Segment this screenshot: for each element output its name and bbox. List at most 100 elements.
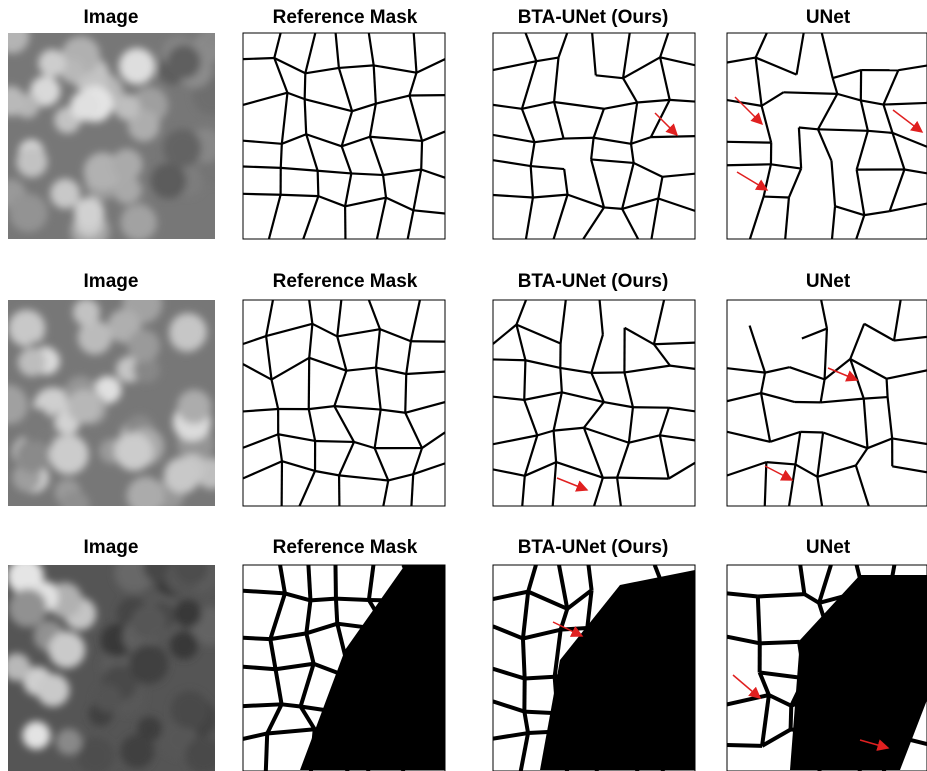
- cell: [120, 204, 157, 241]
- cell: [9, 194, 48, 233]
- cell-border: [651, 136, 695, 137]
- cell: [3, 653, 31, 681]
- panel-content: [243, 33, 445, 239]
- cell: [22, 721, 50, 749]
- panel-image: [727, 565, 927, 771]
- panel-image: [243, 33, 445, 239]
- cell-border: [764, 197, 789, 198]
- panel-content: [493, 565, 695, 771]
- cell: [120, 734, 154, 768]
- cell: [163, 129, 201, 167]
- cell-border: [421, 141, 422, 170]
- cell: [60, 491, 90, 521]
- cell: [119, 48, 155, 84]
- panel-title: Image: [84, 271, 139, 292]
- cell: [169, 313, 207, 351]
- cell: [115, 433, 153, 471]
- panel-image: [0, 19, 232, 250]
- panel-content: [727, 565, 927, 771]
- cell-border: [493, 359, 525, 360]
- panel-content: [493, 300, 695, 506]
- cell: [16, 439, 50, 473]
- cell: [94, 684, 122, 712]
- cell-border: [243, 194, 281, 195]
- cell: [171, 691, 209, 729]
- cell-border: [800, 432, 823, 433]
- cell-border: [727, 745, 762, 746]
- cell-border: [310, 599, 335, 601]
- cell: [111, 149, 142, 180]
- panel-content: [243, 300, 445, 506]
- panel-title: BTA-UNet (Ours): [518, 7, 669, 28]
- cell-border: [318, 171, 319, 196]
- cell: [164, 457, 200, 493]
- panel-content: [243, 565, 445, 771]
- cell-border: [351, 173, 383, 175]
- cell-border: [405, 374, 406, 413]
- cell: [129, 644, 169, 684]
- cell: [49, 631, 86, 668]
- cell-border: [818, 129, 868, 130]
- cell-border: [266, 733, 267, 771]
- panel-title: Reference Mask: [273, 537, 418, 558]
- cell: [9, 589, 47, 627]
- cell-border: [308, 565, 310, 600]
- cell: [73, 299, 100, 326]
- cell: [78, 320, 112, 354]
- panel-title: Image: [84, 7, 139, 28]
- cell: [16, 146, 47, 177]
- cell-border: [282, 704, 301, 706]
- cell: [203, 22, 227, 46]
- cell: [128, 330, 160, 362]
- cell-border: [305, 73, 306, 99]
- panel-image: [0, 284, 227, 521]
- panel-title: BTA-UNet (Ours): [518, 537, 669, 558]
- panel-image: [243, 300, 445, 506]
- panel-title: Reference Mask: [273, 271, 418, 292]
- cell-border: [727, 142, 771, 143]
- panel-image: [727, 300, 927, 506]
- cell-border: [281, 195, 319, 196]
- cell-border: [604, 207, 622, 208]
- panel-image: [493, 33, 695, 239]
- cell-border: [243, 58, 274, 59]
- cell: [114, 94, 140, 120]
- cell-border: [243, 638, 270, 639]
- cell: [18, 348, 46, 376]
- cell: [177, 390, 211, 424]
- cell-border: [315, 441, 354, 442]
- cell-border: [560, 368, 562, 392]
- cell: [38, 49, 66, 77]
- panel-title: UNet: [806, 7, 851, 28]
- cell-border: [281, 144, 282, 168]
- cell: [37, 674, 70, 707]
- cell: [127, 477, 165, 515]
- panel-image: [243, 565, 445, 771]
- cell-border: [336, 599, 369, 600]
- panel-image: [727, 33, 927, 239]
- cell: [170, 631, 198, 659]
- panel-content: [0, 19, 232, 250]
- panel-content: [3, 549, 230, 771]
- cell-border: [523, 638, 525, 678]
- cell-border: [727, 164, 771, 165]
- cell-border: [524, 360, 525, 400]
- panel-content: [493, 33, 695, 239]
- panel-title: Reference Mask: [273, 7, 418, 28]
- cell-border: [243, 704, 282, 706]
- panel-image: [493, 565, 695, 771]
- cell: [56, 729, 82, 755]
- cell: [50, 179, 80, 209]
- cell-border: [564, 138, 594, 139]
- panel-content: [0, 284, 227, 521]
- cell: [74, 197, 104, 227]
- cell: [131, 605, 166, 640]
- cell-border: [243, 591, 285, 594]
- cell: [151, 163, 187, 199]
- panel-content: [727, 33, 927, 239]
- cell-border: [305, 99, 307, 134]
- panel-title: UNet: [806, 271, 851, 292]
- cell-border: [243, 667, 276, 670]
- panel-title: UNet: [806, 537, 851, 558]
- panel-title: BTA-UNet (Ours): [518, 271, 669, 292]
